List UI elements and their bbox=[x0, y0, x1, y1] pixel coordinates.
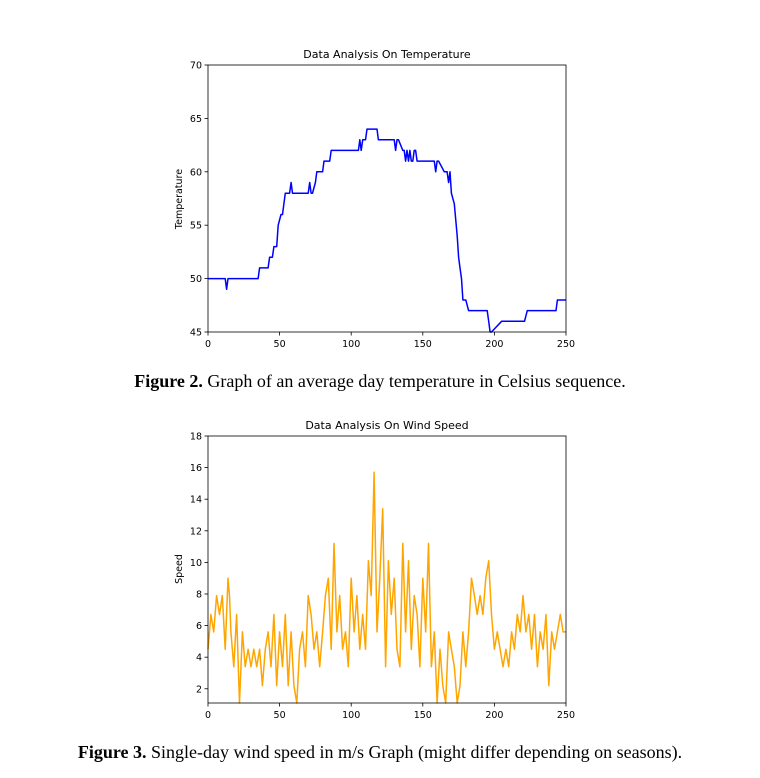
plot-frame bbox=[207, 64, 567, 333]
caption-text: Single-day wind speed in m/s Graph (migh… bbox=[146, 742, 683, 762]
y-tick-label: 50 bbox=[190, 274, 202, 285]
chart-title: Data Analysis On Temperature bbox=[303, 48, 471, 61]
y-tick-label: 4 bbox=[196, 653, 202, 664]
x-tick-label: 250 bbox=[557, 339, 575, 350]
y-tick-label: 12 bbox=[190, 526, 202, 537]
temperature-chart: Data Analysis On Temperature Temperature… bbox=[174, 48, 575, 351]
caption-label: Figure 2. bbox=[134, 371, 203, 391]
plot-area: 0 50 100 150 200 250 2 4 6 8 10 12 14 16 18 bbox=[190, 432, 575, 722]
y-axis-label: Temperature bbox=[174, 169, 185, 230]
series-line bbox=[207, 471, 566, 704]
y-tick-label: 14 bbox=[190, 495, 202, 506]
y-tick-label: 2 bbox=[196, 684, 202, 695]
y-tick-label: 65 bbox=[190, 114, 202, 125]
x-tick-label: 50 bbox=[274, 339, 286, 350]
series-line bbox=[208, 128, 566, 333]
plot-frame bbox=[207, 435, 567, 704]
x-tick-label: 0 bbox=[205, 339, 211, 350]
y-tick-label: 18 bbox=[190, 432, 202, 443]
figure-3-caption: Figure 3. Single-day wind speed in m/s G… bbox=[0, 742, 760, 763]
caption-text: Graph of an average day temperature in C… bbox=[202, 371, 626, 391]
y-tick-label: 6 bbox=[196, 621, 202, 632]
x-tick-label: 50 bbox=[274, 710, 286, 721]
y-axis-label: Speed bbox=[174, 554, 185, 584]
x-tick-label: 100 bbox=[342, 710, 360, 721]
x-tick-label: 0 bbox=[205, 710, 211, 721]
x-tick-label: 250 bbox=[557, 710, 575, 721]
y-tick-label: 45 bbox=[190, 328, 202, 339]
y-tick-label: 8 bbox=[196, 589, 202, 600]
x-tick-label: 200 bbox=[485, 339, 503, 350]
x-tick-label: 100 bbox=[342, 339, 360, 350]
caption-label: Figure 3. bbox=[77, 742, 147, 762]
y-tick-label: 16 bbox=[190, 463, 202, 474]
chart-title: Data Analysis On Wind Speed bbox=[305, 419, 468, 432]
y-tick-label: 55 bbox=[190, 221, 202, 232]
x-tick-label: 150 bbox=[414, 339, 432, 350]
wind-speed-chart: Data Analysis On Wind Speed Speed 0 50 100… bbox=[174, 419, 575, 722]
y-tick-label: 70 bbox=[190, 61, 202, 72]
figure-2-caption: Figure 2. Graph of an average day temper… bbox=[0, 371, 760, 392]
y-tick-label: 60 bbox=[190, 167, 202, 178]
x-tick-label: 150 bbox=[414, 710, 432, 721]
y-tick-label: 10 bbox=[190, 558, 202, 569]
x-tick-label: 200 bbox=[485, 710, 503, 721]
plot-area: 0 50 100 150 200 250 45 50 55 60 65 70 bbox=[190, 61, 575, 351]
